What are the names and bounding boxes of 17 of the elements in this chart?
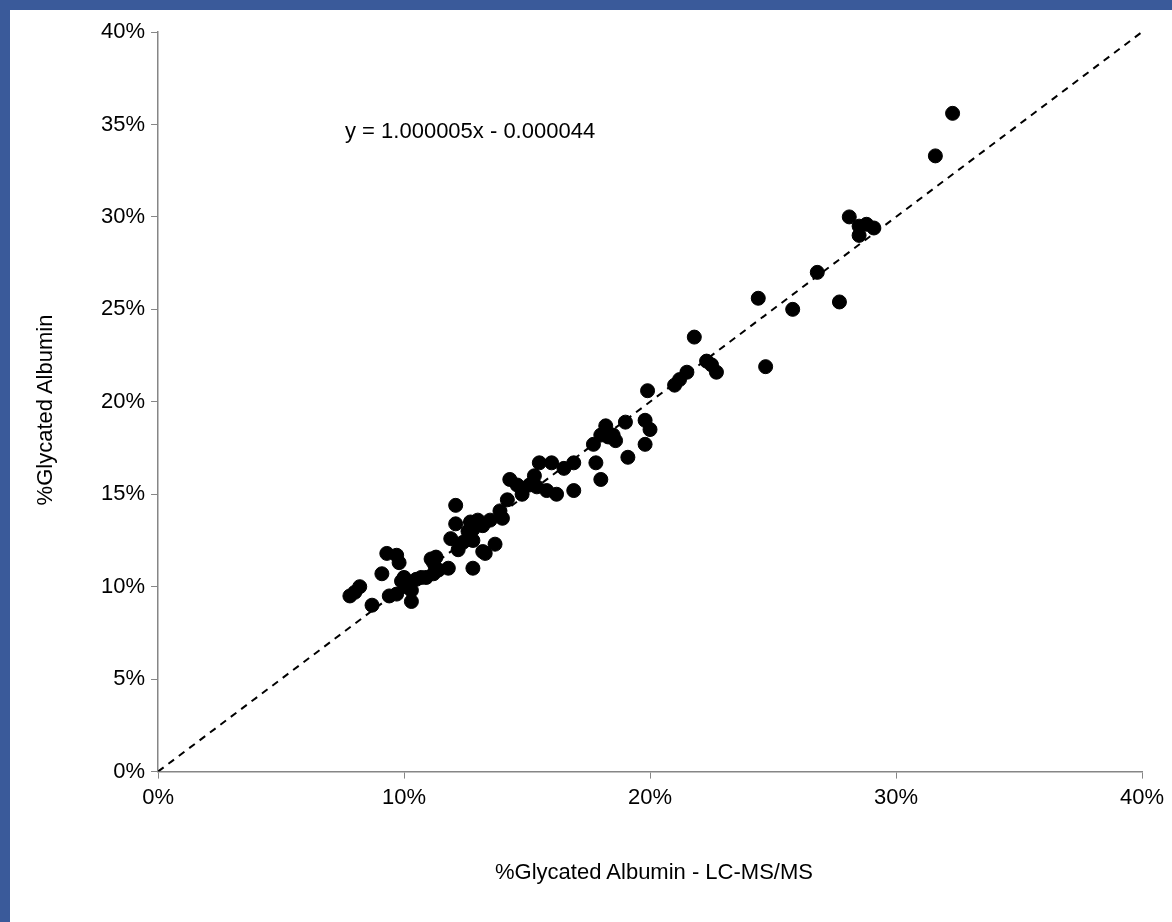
- y-tick-label: 30%: [100, 202, 146, 228]
- x-tick-label: 20%: [627, 783, 673, 809]
- y-tick-label: 20%: [100, 387, 146, 413]
- x-axis-title: %Glycated Albumin - LC-MS/MS: [495, 859, 813, 885]
- annotation: y = 1.000005x - 0.000044: [345, 118, 596, 144]
- y-tick-label: 5%: [113, 665, 146, 691]
- y-tick-label: 35%: [100, 110, 146, 136]
- y-axis-title: %Glycated Albumin: [32, 314, 58, 506]
- y-tick-label: 40%: [100, 18, 146, 44]
- x-tick-label: 30%: [873, 783, 919, 809]
- y-tick-label: 0%: [113, 757, 146, 783]
- x-tick-label: 0%: [142, 783, 174, 809]
- y-tick-label: 25%: [100, 295, 146, 321]
- x-tick-label: 40%: [1119, 783, 1165, 809]
- y-tick-label: 10%: [100, 572, 146, 598]
- x-tick-label: 10%: [382, 783, 427, 809]
- y-tick-label: 15%: [100, 480, 146, 506]
